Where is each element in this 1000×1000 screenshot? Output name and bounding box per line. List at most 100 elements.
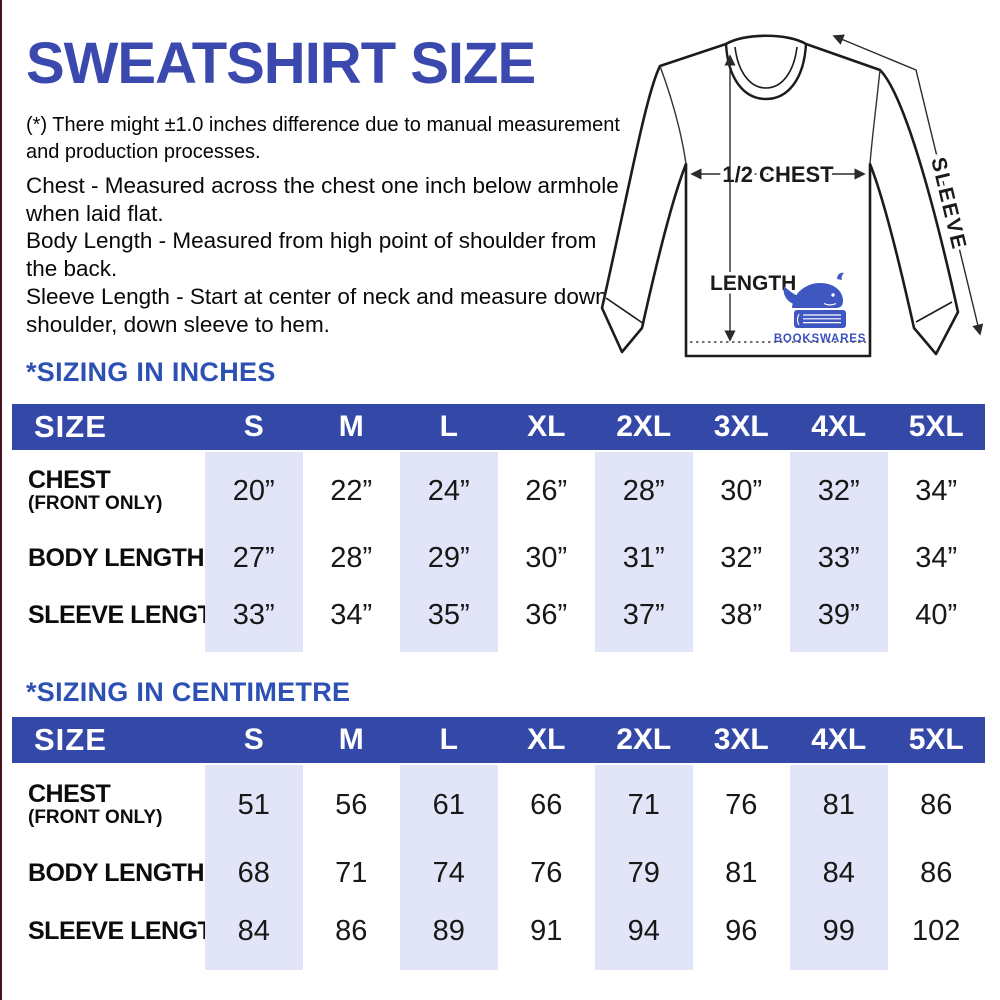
- table-row-sleeve-length: SLEEVE LENGTH 33” 34” 35” 36” 37” 38” 39…: [12, 586, 985, 644]
- table-cell: 56: [335, 788, 368, 821]
- table-cell: 39”: [790, 586, 888, 644]
- centimetre-table-header: SIZE S M L XL 2XL 3XL 4XL 5XL: [12, 717, 985, 763]
- left-cuff-line: [605, 297, 645, 325]
- table-cell: 86: [335, 914, 368, 947]
- table-cell: 34”: [915, 474, 958, 507]
- brand-logo: BOOKSWARES: [774, 272, 865, 345]
- column-header-l: L: [439, 723, 458, 756]
- table-cell: 61: [400, 765, 498, 845]
- page-title: SWEATSHIRT SIZE: [26, 31, 536, 96]
- table-cell: 32”: [790, 452, 888, 530]
- table-cell: 38”: [720, 598, 763, 631]
- table-cell: 34”: [915, 541, 958, 574]
- column-header-3xl: 3XL: [713, 410, 769, 443]
- table-cell: 96: [725, 914, 758, 947]
- table-cell: 94: [595, 902, 693, 960]
- book-icon: [794, 310, 846, 328]
- column-header-size: SIZE: [34, 722, 107, 757]
- table-cell: 81: [790, 765, 888, 845]
- row-sublabel: (FRONT ONLY): [28, 493, 163, 515]
- table-cell: 29”: [400, 530, 498, 586]
- table-cell: 68: [205, 845, 303, 902]
- column-header-3xl: 3XL: [713, 723, 769, 756]
- chest-description: Chest - Measured across the chest one in…: [26, 173, 619, 226]
- table-cell: 26”: [525, 474, 568, 507]
- table-cell: 99: [790, 902, 888, 960]
- half-chest-arrow: 1/2 CHEST: [690, 159, 866, 191]
- table-cell: 102: [912, 914, 961, 947]
- half-chest-label: 1/2 CHEST: [722, 162, 834, 187]
- table-cell: 30”: [525, 541, 568, 574]
- column-header-l: L: [439, 410, 458, 443]
- column-header-m: M: [338, 410, 364, 443]
- left-edge-artifact: [0, 0, 2, 1000]
- table-cell: 81: [725, 857, 758, 889]
- table-cell: 76: [725, 788, 758, 821]
- row-label: BODY LENGTH: [28, 543, 205, 572]
- centimetre-section-heading: *SIZING IN CENTIMETRE: [26, 677, 351, 707]
- column-header-4xl: 4XL: [811, 723, 867, 756]
- table-cell: 84: [790, 845, 888, 902]
- table-cell: 22”: [330, 474, 373, 507]
- table-cell: 20”: [205, 452, 303, 530]
- column-header-2xl: 2XL: [616, 410, 672, 443]
- table-cell: 27”: [205, 530, 303, 586]
- table-cell: 86: [920, 788, 953, 821]
- column-header-s: S: [243, 410, 264, 443]
- table-cell: 36”: [525, 598, 568, 631]
- table-row-body-length: BODY LENGTH 27” 28” 29” 30” 31” 32” 33” …: [12, 530, 985, 586]
- table-cell: 74: [400, 845, 498, 902]
- table-cell: 86: [920, 857, 953, 889]
- sweatshirt-measurement-diagram: 1/2 CHEST LENGTH SLEEVE: [598, 4, 996, 360]
- table-cell: 37”: [595, 586, 693, 644]
- column-header-xl: XL: [527, 723, 566, 756]
- body-length-description: Body Length - Measured from high point o…: [26, 228, 597, 281]
- column-header-s: S: [243, 723, 264, 756]
- table-cell: 35”: [400, 586, 498, 644]
- column-header-size: SIZE: [34, 409, 107, 444]
- row-label: SLEEVE LENGTH: [28, 916, 230, 945]
- column-header-5xl: 5XL: [908, 410, 964, 443]
- table-cell: 33”: [205, 586, 303, 644]
- row-sublabel: (FRONT ONLY): [28, 807, 163, 829]
- left-shoulder-seam: [659, 65, 687, 165]
- column-header-4xl: 4XL: [811, 410, 867, 443]
- row-label: BODY LENGTH: [28, 859, 205, 887]
- table-cell: 30”: [720, 474, 763, 507]
- table-cell: 33”: [790, 530, 888, 586]
- inches-section-heading: *SIZING IN INCHES: [26, 357, 276, 387]
- table-cell: 71: [335, 857, 368, 889]
- table-cell: 66: [530, 788, 563, 821]
- column-header-2xl: 2XL: [616, 723, 672, 756]
- sleeve-length-description: Sleeve Length - Start at center of neck …: [26, 284, 608, 337]
- table-row-body-length: BODY LENGTH 68 71 74 76 79 81 84 86: [12, 845, 985, 902]
- table-cell: 91: [530, 914, 563, 947]
- inches-table: SIZE S M L XL 2XL 3XL 4XL 5XL CHEST (FRO…: [12, 404, 985, 652]
- length-label: LENGTH: [710, 272, 796, 295]
- table-cell: 79: [595, 845, 693, 902]
- table-cell: 28”: [595, 452, 693, 530]
- column-header-xl: XL: [527, 410, 566, 443]
- table-cell: 71: [595, 765, 693, 845]
- measurement-disclaimer: (*) There might ±1.0 inches difference d…: [26, 114, 620, 163]
- column-header-5xl: 5XL: [908, 723, 964, 756]
- table-row-chest: CHEST (FRONT ONLY) 20” 22” 24” 26” 28” 3…: [12, 452, 985, 530]
- whale-icon: [783, 272, 844, 308]
- stripe-footer: [12, 644, 985, 652]
- centimetre-table: SIZE S M L XL 2XL 3XL 4XL 5XL CHEST (FRO…: [12, 717, 985, 970]
- table-cell: 24”: [400, 452, 498, 530]
- table-cell: 28”: [330, 541, 373, 574]
- table-row-sleeve-length: SLEEVE LENGTH 84 86 89 91 94 96 99 102: [12, 902, 985, 960]
- table-cell: 34”: [330, 598, 373, 631]
- table-row-chest: CHEST (FRONT ONLY) 51 56 61 66 71 76 81 …: [12, 765, 985, 845]
- table-cell: 76: [530, 857, 563, 889]
- column-header-m: M: [338, 723, 364, 756]
- table-cell: 40”: [915, 598, 958, 631]
- table-cell: 84: [205, 902, 303, 960]
- table-cell: 89: [400, 902, 498, 960]
- row-label: SLEEVE LENGTH: [28, 600, 230, 629]
- table-cell: 51: [205, 765, 303, 845]
- row-label: CHEST: [28, 780, 111, 809]
- inches-table-header: SIZE S M L XL 2XL 3XL 4XL 5XL: [12, 404, 985, 450]
